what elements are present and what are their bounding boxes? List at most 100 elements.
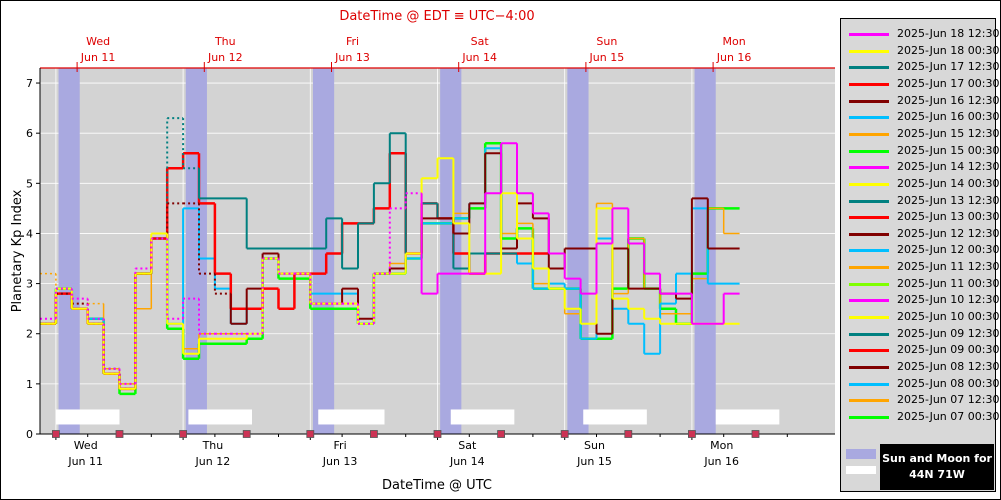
y-axis-label: Planetary Kp Index [10,189,25,312]
top-tick-date: Jun 11 [80,51,116,64]
sun-legend-swatch [846,449,876,459]
time-marker [369,430,378,438]
legend-swatch [849,415,889,419]
top-axis-ticks: Wed Jun 11 Thu Jun 12 Fri Jun 13 Sat Jun 14 Sun J… [76,35,752,72]
y-axis-ticks: 0 1 2 3 4 5 6 7 [26,77,40,441]
top-tick-day: Sat [471,35,490,48]
time-marker [242,430,251,438]
legend-label: 2025-Jun 14 00:30 [897,176,1000,190]
y-tick-label: 4 [26,227,33,240]
legend-entry: 2025-Jun 18 12:30 [847,26,1000,42]
kp-series [420,142,740,325]
time-marker [688,430,696,438]
time-marker [560,430,569,438]
legend-swatch [849,299,889,303]
legend-entry: 2025-Jun 10 12:30 [847,292,1000,308]
moon-bar [318,409,385,425]
legend-label: 2025-Jun 17 12:30 [897,60,1000,74]
legend-label: 2025-Jun 07 00:30 [897,409,1000,423]
x-axis-label: DateTime @ UTC [382,478,492,493]
time-markers [52,430,760,438]
legend-entry: 2025-Jun 16 12:30 [847,93,999,109]
legend-swatch [849,33,889,36]
legend-swatch [849,199,889,203]
legend-entry: 2025-Jun 11 00:30 [847,276,1000,292]
legend-entry: 2025-Jun 12 12:30 [847,226,999,242]
sun-moon-badge-line2: 44N 71W [909,468,965,481]
legend-swatch [849,166,889,170]
legend-entry: 2025-Jun 07 12:30 [847,392,1000,408]
legend-label: 2025-Jun 07 12:30 [897,393,1000,407]
legend-entry: 2025-Jun 07 00:30 [847,409,1000,425]
legend-swatch [849,249,889,253]
moon-bar [55,409,120,425]
legend-entry: 2025-Jun 17 00:30 [847,76,999,92]
legend-swatch [849,349,889,353]
bottom-tick-day: Wed [74,439,98,452]
legend-swatch [849,66,889,70]
legend-label: 2025-Jun 08 00:30 [897,376,1000,390]
legend-label: 2025-Jun 18 12:30 [897,27,1000,40]
legend-swatch [849,116,889,120]
sun-moon-badge: Sun and Moon for 44N 71W [880,444,994,490]
time-marker [306,430,315,438]
bottom-tick-day: Thu [202,439,224,452]
legend-entry: 2025-Jun 10 00:30 [847,309,1000,325]
legend-entry: 2025-Jun 09 12:30 [847,326,1000,342]
legend-label: 2025-Jun 14 12:30 [897,160,1000,174]
legend-swatch [849,149,889,153]
moon-legend-swatch [846,466,876,474]
y-tick-label: 0 [26,428,33,441]
legend-entry: 2025-Jun 15 12:30 [847,126,1000,142]
bottom-tick-date: Jun 11 [67,455,103,468]
legend-swatch [849,82,889,86]
y-tick-label: 6 [26,127,33,140]
legend-label: 2025-Jun 10 12:30 [897,293,1000,307]
legend-swatch [849,266,889,270]
legend-entry: 2025-Jun 14 12:30 [847,159,1000,175]
moon-bar [583,409,647,425]
kp-series [40,157,740,390]
legend: 2025-Jun 18 12:30 2025-Jun 18 00:30 2025-J… [840,18,1000,492]
bottom-tick-day: Sun [584,439,605,452]
legend-label: 2025-Jun 15 00:30 [897,143,1000,157]
legend-label: 2025-Jun 15 12:30 [897,126,1000,140]
moon-bar [450,409,515,425]
sun-band [567,68,589,434]
legend-entry: 2025-Jun 15 00:30 [847,143,1000,159]
y-tick-label: 5 [26,177,33,190]
sun-moon-badge-line1: Sun and Moon for [882,452,992,465]
time-marker [497,430,506,438]
legend-label: 2025-Jun 09 12:30 [897,326,1000,340]
top-tick-date: Jun 15 [589,51,625,64]
time-marker [179,430,188,438]
top-tick-date: Jun 16 [716,51,752,64]
moon-bar [715,409,780,425]
legend-swatch [849,366,889,369]
legend-label: 2025-Jun 10 00:30 [897,310,1000,324]
sun-bands [58,68,716,434]
legend-label: 2025-Jun 11 00:30 [897,276,1000,290]
moon-bar [188,409,252,425]
kp-series-dashed [40,192,422,385]
time-marker [433,430,442,438]
legend-label: 2025-Jun 12 00:30 [897,243,1000,257]
sun-band [185,68,207,434]
top-axis-title: DateTime @ EDT ≡ UTC−4:00 [339,9,534,24]
top-tick-day: Wed [86,35,110,48]
legend-entry: 2025-Jun 14 00:30 [847,176,1000,192]
legend-swatch [849,399,889,403]
y-tick-label: 7 [26,77,33,90]
top-tick-day: Fri [346,35,359,48]
legend-label: 2025-Jun 18 00:30 [897,43,1000,57]
bottom-tick-date: Jun 16 [703,455,739,468]
y-tick-label: 3 [26,278,33,291]
sun-band [694,68,716,434]
legend-label: 2025-Jun 13 12:30 [897,193,1000,207]
bottom-tick-day: Sat [458,439,477,452]
sun-band [440,68,462,434]
legend-entry: 2025-Jun 12 00:30 [847,242,1000,258]
legend-swatch [849,132,889,136]
legend-label: 2025-Jun 09 00:30 [897,343,1000,357]
